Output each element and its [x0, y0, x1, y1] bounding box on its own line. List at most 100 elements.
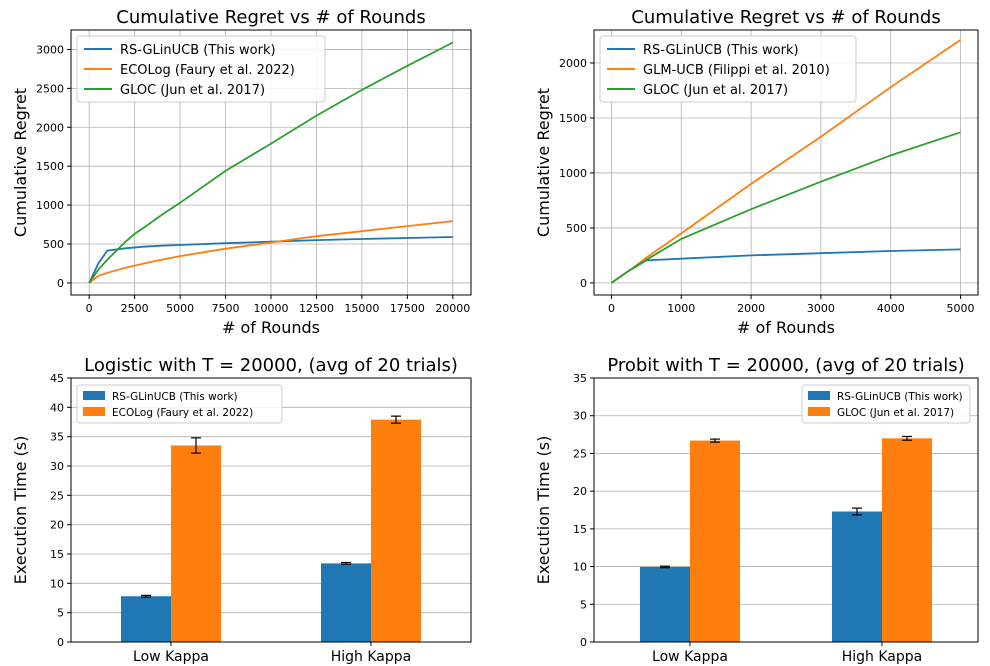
bar-2-1 — [690, 440, 740, 642]
x-tick-label: 7500 — [212, 302, 240, 315]
bar-2-2 — [882, 438, 932, 642]
chart-panel-3: 0 5 10 15 20 25 30 35 40 45 Low Kappa High Kappa Log… — [11, 355, 472, 665]
y-tick-label: 2500 — [36, 82, 64, 95]
bar-1-2 — [321, 563, 371, 642]
chart-panel-2: 0 500 1000 1500 2000 0 1000 2000 3000 4000 5000 Cum… — [534, 7, 979, 337]
chart-panel-4: 0 5 10 15 20 25 30 35 Low Kappa High Kappa Probit … — [534, 355, 979, 665]
error-bar-2-2 — [902, 435, 912, 441]
legend-label-3: GLOC (Jun et al. 2017) — [643, 83, 788, 98]
legend-box — [76, 384, 283, 424]
error-bar-1-1 — [660, 565, 670, 569]
x-tick-label: 17500 — [390, 302, 425, 315]
error-bar-1-1 — [141, 594, 151, 598]
bar-1-1 — [121, 596, 171, 642]
x-tick-label: Low Kappa — [652, 649, 728, 665]
y-tick-label: 40 — [50, 401, 64, 414]
x-tick-label: 2000 — [737, 302, 765, 315]
chart-title: Logistic with T = 20000, (avg of 20 tria… — [84, 355, 458, 376]
chart-title: Cumulative Regret vs # of Rounds — [116, 7, 425, 28]
y-tick-label: 0 — [580, 277, 587, 290]
x-tick-label: 20000 — [435, 302, 470, 315]
y-tick-label: 10 — [50, 577, 64, 590]
series-line-1 — [88, 236, 453, 284]
y-tick-label: 45 — [50, 372, 64, 385]
y-tick-label: 5 — [57, 607, 64, 620]
y-tick-label: 20 — [573, 485, 587, 498]
x-tick-label: 0 — [608, 302, 615, 315]
chart-title: Probit with T = 20000, (avg of 20 trials… — [607, 355, 964, 376]
y-tick-label: 1000 — [559, 167, 587, 180]
legend: RS-GLinUCB (This work) GLM-UCB (Filippi e… — [599, 35, 857, 103]
legend-box — [599, 35, 857, 103]
y-tick-label: 0 — [57, 277, 64, 290]
x-tick-label: 5000 — [166, 302, 194, 315]
y-tick-label: 15 — [573, 523, 587, 536]
y-tick-label: 5 — [580, 598, 587, 611]
legend-box — [76, 35, 326, 103]
x-tick-label: 15000 — [344, 302, 379, 315]
y-tick-label: 1500 — [36, 160, 64, 173]
y-axis-label: Cumulative Regret — [534, 88, 553, 237]
legend-label-2: GLOC (Jun et al. 2017) — [837, 407, 954, 419]
x-tick-label: Low Kappa — [133, 649, 209, 665]
axes-frame — [593, 377, 979, 643]
y-tick-label: 0 — [57, 636, 64, 649]
y-tick-label: 25 — [50, 489, 64, 502]
legend-label-2: GLM-UCB (Filippi et al. 2010) — [643, 63, 830, 78]
y-tick-label: 20 — [50, 519, 64, 532]
legend-swatch-2 — [808, 407, 830, 416]
error-bar-2-1 — [191, 437, 201, 454]
series-line-3 — [88, 41, 454, 284]
y-tick-label: 500 — [566, 222, 587, 235]
x-axis-label: # of Rounds — [737, 318, 835, 337]
x-tick-label: 5000 — [947, 302, 975, 315]
y-tick-label: 30 — [573, 410, 587, 423]
x-axis-label: # of Rounds — [222, 318, 320, 337]
y-axis-label: Cumulative Regret — [11, 88, 30, 237]
legend: RS-GLinUCB (This work) ECOLog (Faury et a… — [76, 384, 283, 424]
axes-frame — [593, 29, 979, 296]
error-bar-2-2 — [391, 415, 401, 424]
error-bar-2-1 — [710, 438, 720, 443]
y-tick-label: 2000 — [559, 57, 587, 70]
legend-label-2: ECOLog (Faury et al. 2022) — [112, 407, 253, 419]
x-tick-label: 12500 — [299, 302, 334, 315]
series-line-3 — [610, 131, 961, 284]
error-bar-1-2 — [852, 507, 862, 516]
legend-box — [801, 384, 971, 424]
legend-label-3: GLOC (Jun et al. 2017) — [120, 83, 265, 98]
x-tick-label: 1000 — [667, 302, 695, 315]
x-tick-label: High Kappa — [331, 649, 412, 665]
y-tick-label: 3000 — [36, 43, 64, 56]
legend-swatch-2 — [83, 407, 105, 416]
series-line-1 — [610, 248, 961, 284]
series-line-2 — [88, 220, 453, 284]
error-bar-1-2 — [341, 561, 351, 565]
x-tick-label: 4000 — [877, 302, 905, 315]
legend-label-1: RS-GLinUCB (This work) — [837, 391, 963, 403]
x-tick-label: High Kappa — [842, 649, 923, 665]
y-tick-label: 1500 — [559, 112, 587, 125]
y-tick-label: 15 — [50, 548, 64, 561]
y-tick-label: 25 — [573, 447, 587, 460]
y-tick-label: 35 — [50, 431, 64, 444]
x-tick-label: 2500 — [121, 302, 149, 315]
chart-title: Cumulative Regret vs # of Rounds — [631, 7, 940, 28]
y-tick-label: 30 — [50, 460, 64, 473]
y-tick-label: 10 — [573, 561, 587, 574]
bar-2-2 — [371, 419, 421, 642]
legend-label-1: RS-GLinUCB (This work) — [120, 43, 276, 58]
legend-swatch-1 — [808, 391, 830, 400]
legend-label-1: RS-GLinUCB (This work) — [112, 391, 238, 403]
x-tick-label: 0 — [86, 302, 93, 315]
bar-1-2 — [832, 511, 882, 642]
legend-label-2: ECOLog (Faury et al. 2022) — [120, 63, 295, 78]
y-tick-label: 2000 — [36, 121, 64, 134]
y-tick-label: 35 — [573, 372, 587, 385]
axes-frame — [70, 377, 472, 643]
x-tick-label: 10000 — [254, 302, 289, 315]
legend-swatch-1 — [83, 391, 105, 400]
legend: RS-GLinUCB (This work) ECOLog (Faury et a… — [76, 35, 326, 103]
bar-2-1 — [171, 445, 221, 642]
